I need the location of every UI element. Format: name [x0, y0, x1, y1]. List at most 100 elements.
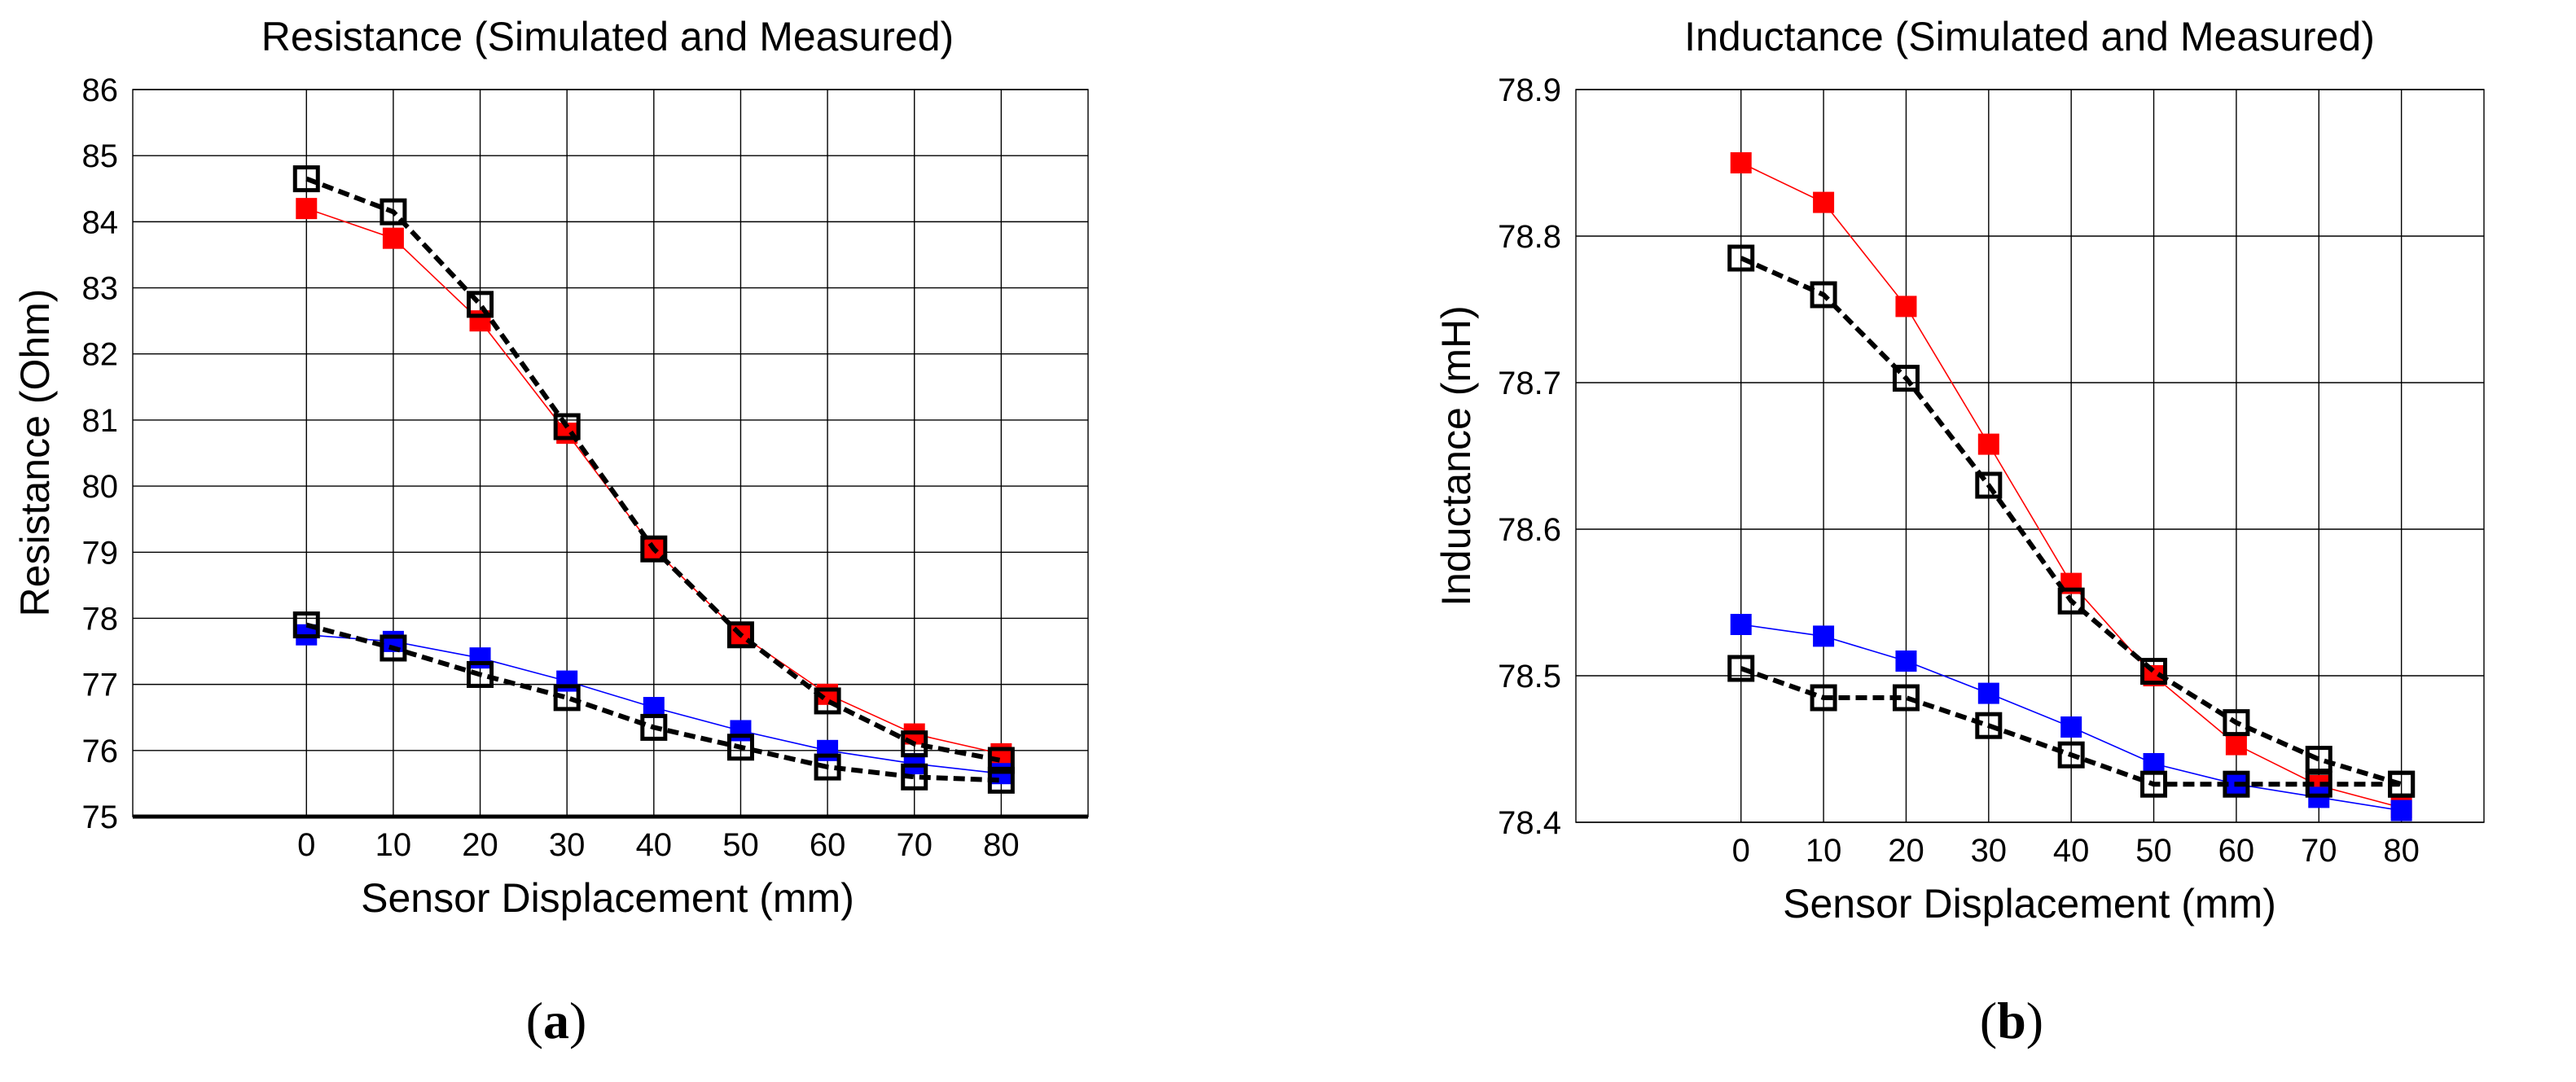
data-point-upper-measured [1977, 433, 1999, 455]
data-point-upper-measured [382, 227, 404, 249]
data-point-upper-simulated [2223, 709, 2250, 737]
data-point-upper-simulated [2305, 746, 2332, 773]
data-point-lower-simulated [1975, 712, 2003, 739]
chart-title: Inductance (Simulated and Measured) [1684, 14, 2375, 59]
y-tick-label: 75 [82, 799, 119, 835]
data-point-lower-measured [2143, 753, 2165, 774]
data-point-lower-simulated [2305, 770, 2332, 798]
x-axis-label: Sensor Displacement (mm) [361, 875, 854, 921]
x-tick-label: 70 [2301, 833, 2337, 869]
x-tick-label: 40 [2053, 833, 2090, 869]
data-point-upper-measured [1730, 152, 1752, 173]
data-point-upper-simulated [814, 687, 841, 715]
data-point-upper-simulated [1975, 471, 2003, 499]
data-point-lower-simulated [2388, 770, 2416, 798]
data-point-upper-simulated [2057, 587, 2085, 615]
data-point-lower-simulated [987, 766, 1015, 794]
x-tick-label: 40 [636, 827, 673, 863]
y-tick-label: 78.5 [1498, 659, 1561, 694]
x-tick-label: 80 [983, 827, 1020, 863]
chart-resistance: 75 76 77 78 79 80 81 82 83 84 85 86 0 10 20 30 40 50 60 70 8… [12, 14, 1089, 1049]
x-tick-label: 20 [1888, 833, 1924, 869]
data-point-lower-simulated [1727, 655, 1755, 682]
x-tick-label: 50 [722, 827, 759, 863]
plot-frame [132, 89, 1089, 817]
data-point-upper-simulated [640, 535, 668, 563]
data-point-lower-measured [1977, 682, 1999, 704]
series-line-lower-simulated [1740, 666, 2402, 787]
x-tick-label: 30 [1971, 833, 2008, 869]
series-line-upper-simulated [1740, 256, 2403, 787]
y-tick-label: 78.8 [1498, 219, 1561, 255]
data-point-upper-simulated [2140, 658, 2168, 686]
data-point-upper-simulated [726, 621, 754, 649]
x-tick-label: 60 [2218, 833, 2255, 869]
data-point-lower-simulated [553, 684, 581, 712]
data-point-lower-measured [469, 647, 491, 669]
chart-title: Resistance (Simulated and Measured) [261, 14, 954, 59]
data-point-lower-simulated [380, 634, 407, 662]
x-tick-label: 50 [2135, 833, 2172, 869]
data-point-lower-measured [817, 739, 839, 761]
data-point-upper-simulated [1810, 281, 1837, 309]
data-point-lower-measured [2060, 716, 2082, 738]
data-point-lower-simulated [1810, 684, 1837, 712]
data-point-lower-measured [1730, 614, 1752, 635]
x-tick-label: 10 [375, 827, 412, 863]
y-tick-label: 82 [82, 337, 119, 373]
x-axis-label: Sensor Displacement (mm) [1783, 881, 2276, 926]
y-tick-label: 78.9 [1498, 72, 1561, 108]
data-point-upper-simulated [553, 413, 581, 440]
data-point-upper-measured [1895, 296, 1917, 318]
y-tick-label: 77 [82, 668, 119, 703]
data-point-lower-simulated [467, 660, 494, 688]
data-point-upper-simulated [467, 291, 494, 318]
panel-label: (b) [1980, 992, 2043, 1049]
y-tick-label: 78.6 [1498, 512, 1561, 548]
y-tick-label: 83 [82, 271, 119, 307]
data-point-lower-measured [730, 720, 752, 742]
y-axis-label: Inductance (mH) [1433, 305, 1479, 607]
x-tick-label: 0 [297, 827, 315, 863]
chart-inductance: 78.4 78.5 78.6 78.7 78.8 78.9 0 10 20 30 40 50 60 70 8… [1433, 14, 2485, 1049]
data-point-lower-simulated [292, 611, 320, 639]
data-point-lower-measured [1813, 625, 1835, 647]
y-tick-label: 78 [82, 601, 119, 637]
data-point-lower-simulated [2223, 770, 2250, 798]
data-point-lower-measured [1895, 651, 1917, 672]
data-point-lower-simulated [640, 713, 668, 741]
y-tick-label: 76 [82, 734, 119, 769]
data-point-lower-simulated [901, 763, 928, 791]
data-point-upper-simulated [1892, 365, 1920, 392]
data-point-upper-simulated [380, 198, 407, 226]
y-tick-label: 84 [82, 204, 119, 240]
data-point-upper-simulated [1727, 244, 1755, 272]
x-tick-label: 10 [1806, 833, 1842, 869]
data-point-lower-simulated [2057, 741, 2085, 769]
data-point-lower-simulated [726, 734, 754, 761]
data-point-upper-simulated [987, 747, 1015, 774]
x-tick-label: 60 [810, 827, 846, 863]
series-line-upper-simulated [305, 176, 1002, 763]
x-tick-label: 30 [549, 827, 586, 863]
x-tick-label: 80 [2383, 833, 2420, 869]
y-axis-label: Resistance (Ohm) [12, 289, 58, 617]
data-point-upper-measured [1813, 191, 1835, 213]
y-tick-label: 80 [82, 469, 119, 505]
y-tick-label: 78.7 [1498, 366, 1561, 401]
data-point-upper-measured [296, 198, 318, 220]
data-point-upper-measured [2225, 734, 2247, 756]
plot-frame [1575, 89, 2485, 823]
x-tick-label: 70 [896, 827, 933, 863]
data-point-upper-simulated [292, 165, 320, 193]
data-point-lower-simulated [2140, 770, 2168, 798]
data-point-lower-simulated [814, 753, 841, 781]
y-tick-label: 81 [82, 403, 119, 439]
y-tick-label: 79 [82, 535, 119, 571]
series-line-lower-simulated [305, 622, 1002, 783]
x-tick-label: 20 [462, 827, 498, 863]
y-tick-label: 78.4 [1498, 805, 1561, 841]
data-point-lower-simulated [1892, 684, 1920, 712]
y-tick-label: 85 [82, 138, 119, 174]
